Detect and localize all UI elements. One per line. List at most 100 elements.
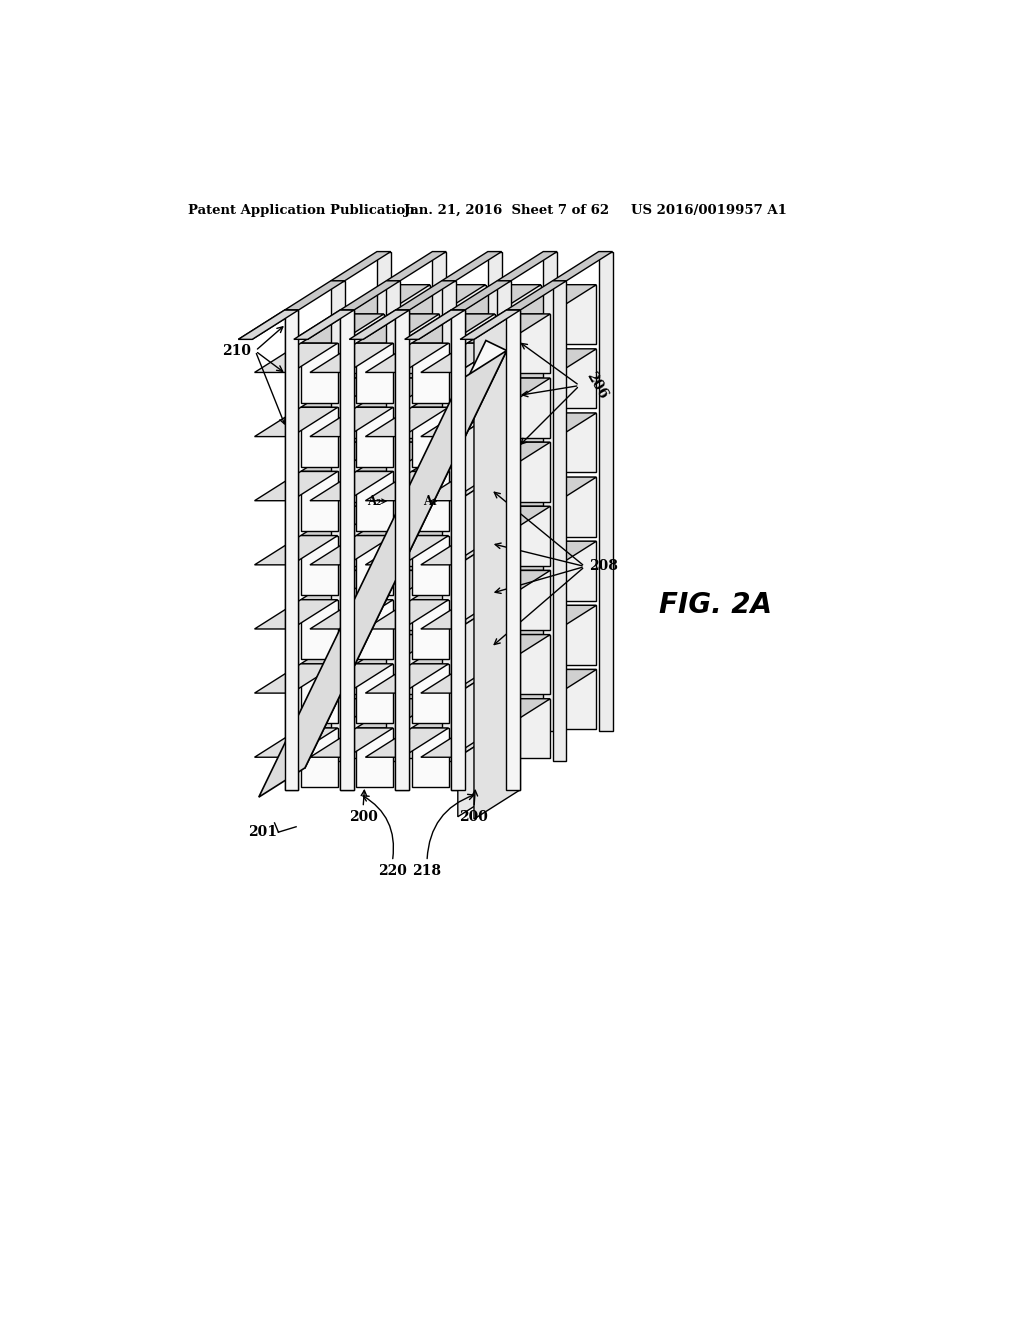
- Polygon shape: [239, 310, 298, 339]
- Polygon shape: [255, 599, 338, 630]
- Polygon shape: [449, 477, 485, 537]
- Polygon shape: [599, 252, 612, 731]
- Polygon shape: [467, 570, 550, 599]
- Polygon shape: [449, 413, 485, 473]
- Polygon shape: [412, 570, 495, 599]
- Polygon shape: [449, 541, 485, 601]
- Polygon shape: [301, 378, 384, 408]
- Polygon shape: [458, 664, 504, 752]
- Polygon shape: [504, 413, 541, 473]
- Polygon shape: [506, 310, 520, 789]
- Polygon shape: [513, 477, 596, 507]
- Polygon shape: [458, 669, 541, 698]
- Polygon shape: [310, 343, 393, 372]
- Polygon shape: [404, 310, 465, 339]
- Polygon shape: [366, 343, 449, 372]
- Polygon shape: [412, 471, 449, 531]
- Polygon shape: [366, 536, 449, 565]
- Polygon shape: [458, 285, 541, 314]
- Polygon shape: [467, 698, 550, 729]
- Polygon shape: [301, 507, 384, 536]
- Polygon shape: [544, 252, 557, 731]
- Polygon shape: [356, 408, 393, 467]
- Polygon shape: [347, 314, 384, 374]
- Polygon shape: [513, 285, 596, 314]
- Polygon shape: [553, 281, 566, 760]
- Polygon shape: [347, 285, 430, 314]
- Polygon shape: [310, 471, 393, 500]
- Polygon shape: [347, 507, 384, 566]
- Polygon shape: [421, 536, 504, 565]
- Polygon shape: [349, 310, 410, 339]
- Polygon shape: [412, 507, 495, 536]
- Polygon shape: [506, 310, 520, 789]
- Polygon shape: [347, 477, 430, 507]
- Polygon shape: [356, 635, 439, 664]
- Polygon shape: [513, 635, 550, 694]
- Polygon shape: [239, 310, 298, 339]
- Polygon shape: [467, 408, 504, 467]
- Polygon shape: [347, 570, 384, 630]
- Polygon shape: [467, 314, 550, 343]
- Polygon shape: [402, 698, 439, 758]
- Polygon shape: [301, 599, 338, 659]
- Polygon shape: [402, 442, 439, 502]
- Polygon shape: [559, 541, 596, 601]
- Polygon shape: [255, 471, 338, 500]
- Text: US 2016/0019957 A1: US 2016/0019957 A1: [631, 205, 786, 218]
- Polygon shape: [458, 408, 504, 496]
- Polygon shape: [497, 281, 511, 760]
- Polygon shape: [340, 281, 400, 310]
- Polygon shape: [421, 599, 504, 630]
- Polygon shape: [331, 281, 345, 760]
- Polygon shape: [347, 442, 384, 502]
- Text: Jan. 21, 2016  Sheet 7 of 62: Jan. 21, 2016 Sheet 7 of 62: [403, 205, 609, 218]
- Polygon shape: [559, 669, 596, 729]
- Polygon shape: [467, 599, 504, 659]
- Polygon shape: [504, 541, 541, 601]
- Polygon shape: [504, 477, 541, 537]
- Text: 220: 220: [378, 863, 407, 878]
- Text: 200: 200: [348, 809, 378, 824]
- Polygon shape: [366, 664, 449, 693]
- Polygon shape: [301, 664, 338, 723]
- Polygon shape: [366, 729, 449, 758]
- Polygon shape: [301, 536, 338, 595]
- Polygon shape: [301, 408, 338, 467]
- Polygon shape: [458, 729, 504, 817]
- Polygon shape: [412, 442, 495, 471]
- Polygon shape: [513, 698, 550, 758]
- Polygon shape: [467, 664, 504, 723]
- Polygon shape: [356, 729, 393, 788]
- Polygon shape: [412, 635, 495, 664]
- Polygon shape: [458, 471, 504, 560]
- Polygon shape: [460, 310, 520, 339]
- Polygon shape: [347, 698, 384, 758]
- Polygon shape: [451, 310, 465, 789]
- Polygon shape: [294, 310, 354, 339]
- Polygon shape: [356, 664, 393, 723]
- Polygon shape: [421, 471, 504, 500]
- Polygon shape: [432, 252, 446, 731]
- Polygon shape: [458, 570, 495, 630]
- Polygon shape: [559, 413, 596, 473]
- Polygon shape: [412, 408, 449, 467]
- Polygon shape: [356, 378, 439, 408]
- Polygon shape: [513, 669, 596, 698]
- Polygon shape: [504, 285, 541, 345]
- Polygon shape: [559, 477, 596, 537]
- Polygon shape: [412, 729, 449, 788]
- Polygon shape: [255, 408, 338, 437]
- Polygon shape: [402, 314, 439, 374]
- Polygon shape: [395, 310, 410, 789]
- Text: 201: 201: [248, 825, 276, 840]
- Polygon shape: [458, 378, 495, 438]
- Polygon shape: [412, 664, 449, 723]
- Polygon shape: [458, 343, 504, 432]
- Polygon shape: [421, 408, 504, 437]
- Polygon shape: [285, 341, 507, 768]
- Text: 200: 200: [460, 809, 488, 824]
- Polygon shape: [402, 378, 439, 438]
- Polygon shape: [393, 606, 430, 665]
- Polygon shape: [356, 599, 393, 659]
